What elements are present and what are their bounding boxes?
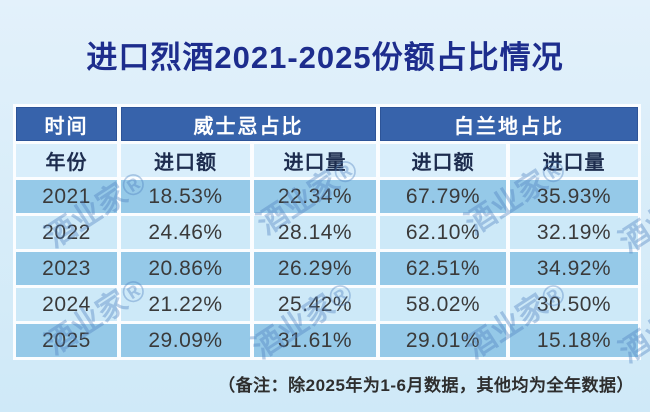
subheader-brandy-volume: 进口量 (510, 144, 638, 177)
year-cell: 2021 (16, 180, 117, 213)
brandy-value-cell: 29.01% (380, 324, 506, 357)
brandy-volume-cell: 34.92% (510, 252, 638, 285)
whisky-value-cell: 29.09% (121, 324, 250, 357)
whisky-value-cell: 21.22% (121, 288, 250, 321)
year-cell: 2024 (16, 288, 117, 321)
whisky-volume-cell: 28.14% (254, 216, 376, 249)
year-cell: 2023 (16, 252, 117, 285)
header-cell-whisky: 威士忌占比 (121, 107, 376, 141)
brandy-volume-cell: 15.18% (510, 324, 638, 357)
year-cell: 2022 (16, 216, 117, 249)
brandy-volume-cell: 35.93% (510, 180, 638, 213)
brandy-volume-cell: 32.19% (510, 216, 638, 249)
subheader-whisky-value: 进口额 (121, 144, 250, 177)
brandy-value-cell: 67.79% (380, 180, 506, 213)
brandy-value-cell: 62.10% (380, 216, 506, 249)
whisky-volume-cell: 25.42% (254, 288, 376, 321)
subheader-year: 年份 (16, 144, 117, 177)
whisky-volume-cell: 31.61% (254, 324, 376, 357)
whisky-volume-cell: 26.29% (254, 252, 376, 285)
footnote: （备注：除2025年为1-6月数据，其他均为全年数据） (218, 376, 634, 395)
brandy-value-cell: 58.02% (380, 288, 506, 321)
page-title: 进口烈酒2021-2025份额占比情况 (86, 40, 564, 75)
share-table: 时间 威士忌占比 白兰地占比 年份 进口额 进口量 进口额 进口量 2021 1… (13, 104, 641, 360)
subheader-whisky-volume: 进口量 (254, 144, 376, 177)
brandy-value-cell: 62.51% (380, 252, 506, 285)
whisky-value-cell: 18.53% (121, 180, 250, 213)
header-cell-brandy: 白兰地占比 (380, 107, 638, 141)
year-cell: 2025 (16, 324, 117, 357)
whisky-volume-cell: 22.34% (254, 180, 376, 213)
whisky-value-cell: 20.86% (121, 252, 250, 285)
whisky-value-cell: 24.46% (121, 216, 250, 249)
subheader-brandy-value: 进口额 (380, 144, 506, 177)
header-cell-time: 时间 (16, 107, 117, 141)
brandy-volume-cell: 30.50% (510, 288, 638, 321)
